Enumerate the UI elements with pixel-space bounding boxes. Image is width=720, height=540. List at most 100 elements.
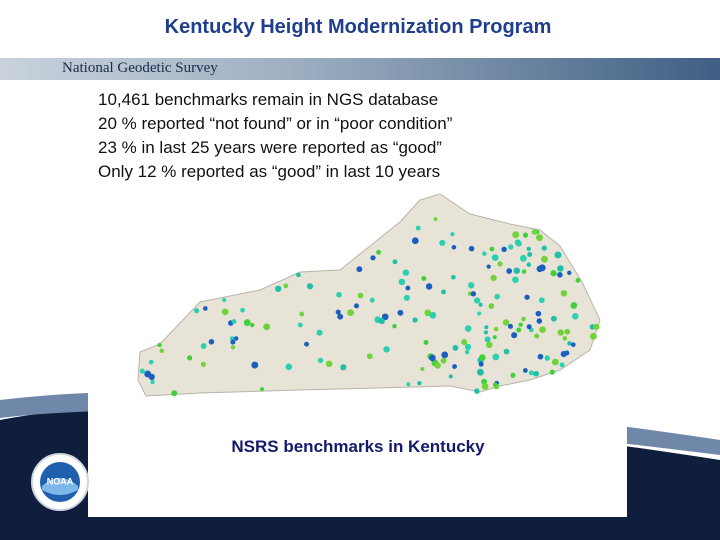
bullet: Only 12 % reported as “good” in last 10 …: [98, 162, 441, 181]
map-dot: [572, 312, 579, 320]
map-dot: [187, 355, 193, 361]
map-dot: [452, 345, 459, 351]
map-dot: [378, 317, 385, 325]
map-dot: [317, 357, 324, 363]
banner: National Geodetic Survey: [0, 58, 720, 80]
map-dot: [148, 359, 154, 365]
title: Kentucky Height Modernization Program: [164, 16, 552, 38]
map-dot: [518, 322, 523, 327]
map-dot: [557, 329, 564, 336]
map-dot: [243, 319, 251, 326]
map-dot: [200, 361, 206, 367]
map-dot: [231, 319, 237, 324]
map-dot: [402, 269, 410, 276]
map-dot: [464, 343, 472, 351]
map-dot: [506, 268, 513, 274]
map-dot: [531, 229, 538, 235]
map-dot: [411, 237, 419, 245]
map-dot: [537, 353, 544, 360]
map-dot: [412, 317, 418, 323]
map-dot: [564, 350, 570, 356]
map-dot: [353, 303, 359, 309]
map-dot: [550, 315, 557, 322]
map-dot: [510, 373, 516, 378]
map-dot: [230, 345, 236, 350]
map-dot: [420, 366, 425, 372]
map-dot: [501, 246, 507, 253]
map-dot: [502, 319, 510, 326]
map-dot: [482, 251, 487, 256]
map-dot: [340, 364, 347, 371]
map-dot: [489, 246, 495, 252]
map-dot: [440, 357, 447, 364]
map-dot: [193, 308, 200, 314]
map-dot: [356, 266, 363, 273]
map-dot: [567, 270, 572, 276]
map-dot: [492, 335, 497, 340]
map-dot: [250, 322, 255, 328]
map-dot: [521, 269, 527, 274]
map-dot: [492, 353, 500, 361]
map-dot: [526, 262, 532, 267]
map-dot: [589, 332, 597, 340]
map-dot: [397, 309, 404, 316]
map-dot: [285, 363, 293, 371]
map-dot: [550, 270, 557, 277]
map-dot: [541, 255, 548, 263]
map-dot: [424, 309, 432, 317]
map-dot: [159, 348, 165, 353]
map-dot: [203, 306, 208, 311]
map-dot: [251, 361, 259, 369]
map-dot: [477, 311, 482, 316]
map-dot: [549, 369, 555, 375]
map-dot: [139, 368, 145, 374]
map-dot: [493, 326, 499, 332]
map-dot: [485, 341, 493, 349]
map-dot: [233, 336, 239, 341]
map-dot: [464, 325, 472, 332]
map-dot: [467, 282, 475, 289]
map-dot: [392, 259, 398, 265]
map-dot: [538, 297, 545, 304]
map-dot: [483, 330, 488, 335]
map-dot: [527, 251, 533, 257]
map-dot: [157, 342, 162, 348]
map-dot: [263, 323, 271, 331]
map-dot: [593, 323, 600, 330]
map-dot: [551, 358, 559, 366]
map-dot: [316, 329, 323, 336]
map-dot: [513, 267, 521, 274]
map-dot: [429, 311, 437, 319]
map-dot: [376, 249, 382, 255]
map-dot: [536, 318, 543, 324]
map-dot: [535, 310, 542, 317]
map-dot: [259, 387, 265, 392]
banner-text: National Geodetic Survey: [62, 60, 218, 76]
map-dot: [450, 232, 455, 237]
map-dot: [222, 297, 227, 303]
map-dot: [564, 328, 571, 335]
map-dot: [479, 354, 486, 361]
map-dot: [497, 261, 503, 267]
map-dot: [417, 380, 422, 386]
map-dot: [534, 333, 540, 339]
map-dot: [405, 285, 411, 291]
map-dot: [507, 323, 513, 329]
map-dot: [508, 244, 514, 250]
map-dot: [336, 291, 342, 298]
map-dot: [347, 309, 354, 316]
map-dot: [567, 341, 572, 346]
map-dot: [171, 390, 178, 397]
map-dot: [512, 231, 520, 239]
map-dot: [366, 353, 373, 360]
map-dot: [434, 362, 441, 369]
map-dot: [451, 244, 457, 250]
map-dot: [383, 346, 390, 353]
map-dot: [490, 274, 497, 282]
map-dot: [570, 342, 576, 347]
map-dot: [468, 245, 475, 252]
logo-label: NOAA: [47, 476, 74, 486]
map-dot: [560, 290, 568, 297]
map-dot: [528, 370, 534, 376]
